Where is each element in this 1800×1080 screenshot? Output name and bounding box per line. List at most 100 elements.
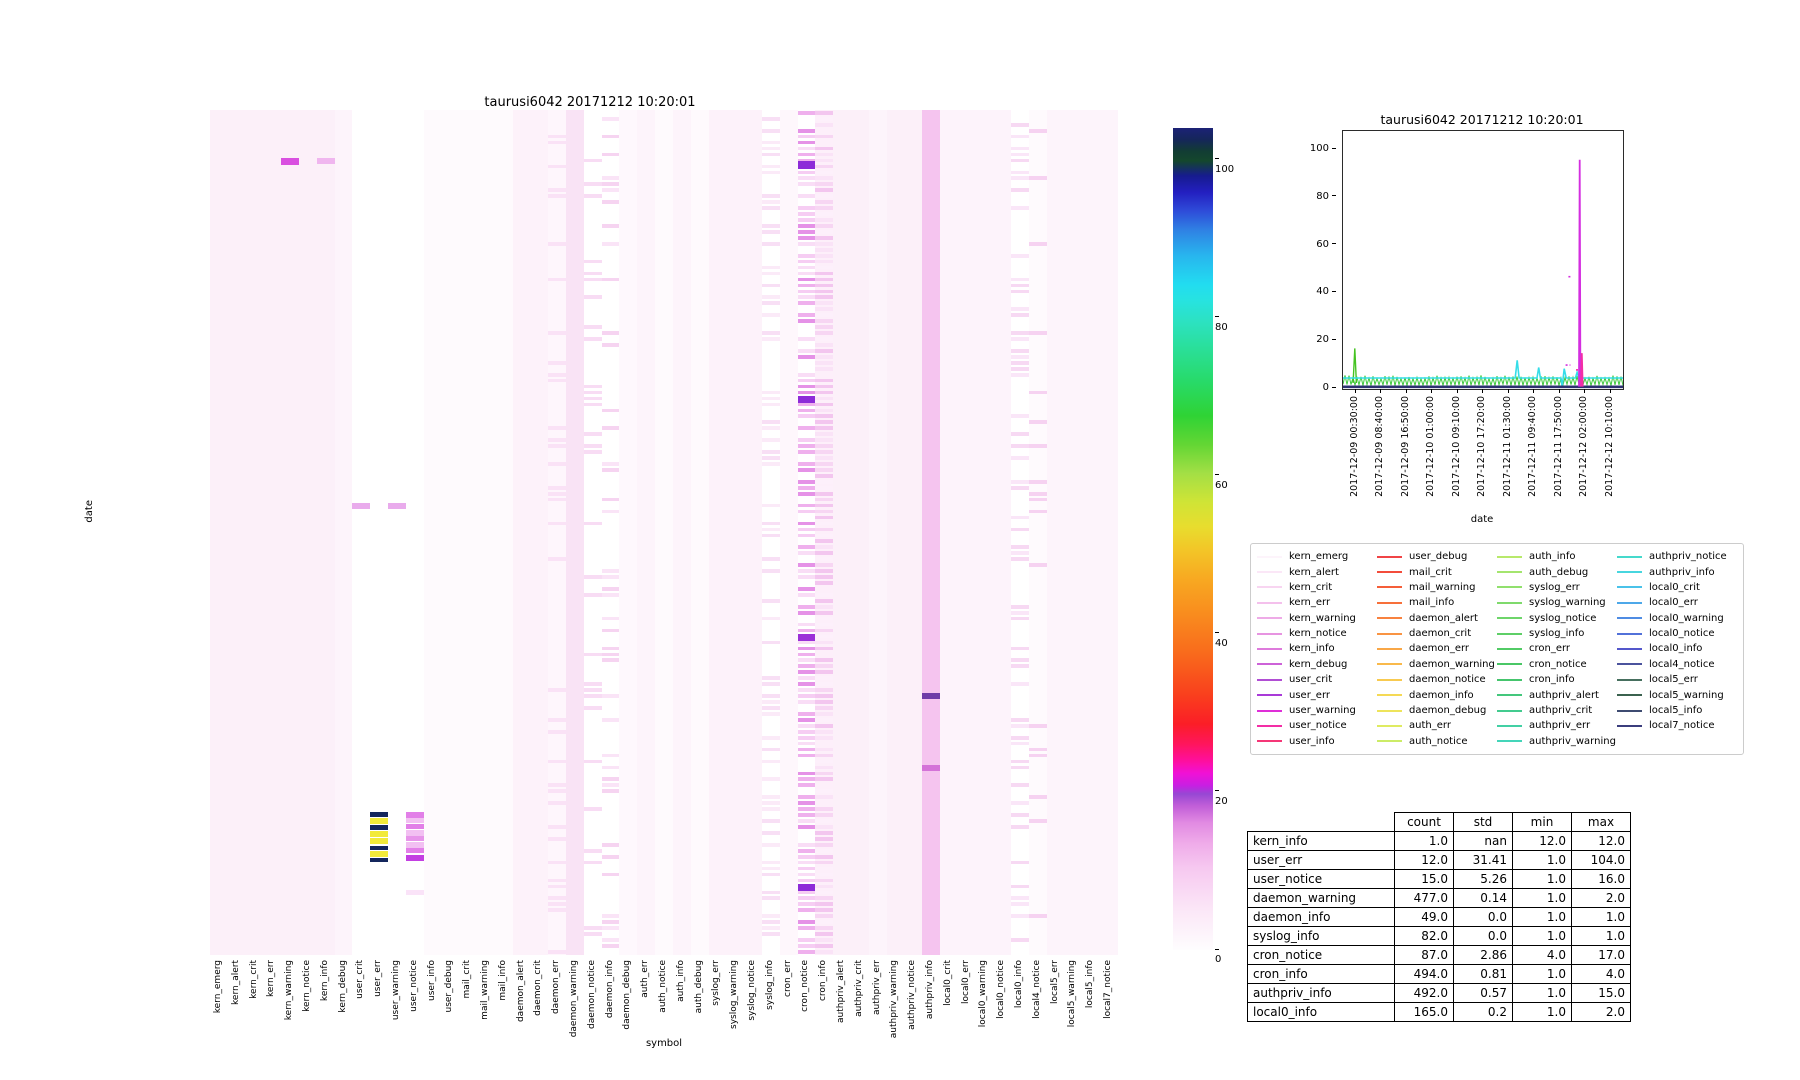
legend-label: authpriv_warning <box>1529 735 1616 747</box>
heatmap-dash <box>761 462 780 466</box>
heatmap-dash <box>761 521 780 526</box>
heatmap-dash <box>761 866 780 871</box>
heatmap-column-mail_warning <box>477 110 495 955</box>
heatmap-dash <box>583 384 602 389</box>
heatmap-feature <box>922 693 940 700</box>
heatmap-dash <box>601 134 620 139</box>
heatmap-dash <box>815 450 834 454</box>
table-value-cell: 49.0 <box>1394 907 1454 927</box>
heatmap-dash <box>1011 289 1029 294</box>
heatmap-dash <box>815 366 834 371</box>
heatmap-dash <box>601 789 620 794</box>
heatmap-dash <box>815 563 834 567</box>
heatmap-x-tick-label: local7_notice <box>1103 960 1114 1019</box>
heatmap-dash <box>1011 515 1029 520</box>
legend-entry: kern_emerg <box>1257 549 1377 564</box>
heatmap-dash <box>548 950 567 954</box>
legend-label: kern_emerg <box>1289 551 1349 563</box>
heatmap-dash <box>601 188 620 193</box>
table-value-cell: 4.0 <box>1512 945 1572 965</box>
heatmap-dash <box>815 848 834 853</box>
heatmap-column-daemon_warning <box>566 110 584 955</box>
heatmap-dash <box>815 664 834 669</box>
legend-label: local4_notice <box>1649 658 1715 670</box>
heatmap-column-daemon_err <box>548 110 567 955</box>
tick-mark <box>1332 147 1336 149</box>
heatmap-dash <box>601 182 620 187</box>
table-label-cell: syslog_info <box>1247 926 1395 946</box>
heatmap-dash <box>1011 158 1029 163</box>
heatmap-dash <box>815 497 834 502</box>
table-value-cell: 12.0 <box>1512 831 1572 851</box>
heatmap-dash <box>583 194 602 198</box>
heatmap-dash <box>1011 456 1029 460</box>
legend-swatch <box>1257 694 1282 697</box>
heatmap-x-tick-label: daemon_err <box>551 960 562 1015</box>
legend-label: user_info <box>1289 735 1335 747</box>
table-label-cell: cron_info <box>1247 964 1395 984</box>
heatmap-dash <box>815 158 834 163</box>
colorbar-tick-label: 80 <box>1215 313 1228 333</box>
heatmap-dash <box>815 634 834 639</box>
heatmap-dash <box>815 313 834 317</box>
legend-entry: user_crit <box>1257 672 1377 687</box>
heatmap-dash <box>815 842 834 847</box>
heatmap-dash <box>548 521 567 526</box>
legend-swatch <box>1617 601 1642 604</box>
heatmap-dash <box>761 420 780 425</box>
table-value-cell: 492.0 <box>1394 983 1454 1003</box>
timeseries-y-tick-label: 0 <box>1302 383 1336 393</box>
colorbar-tick-label: 40 <box>1215 629 1228 649</box>
heatmap-dash <box>583 521 602 526</box>
heatmap-dash <box>797 866 816 871</box>
heatmap-dash <box>815 628 834 633</box>
heatmap-dash <box>797 664 816 669</box>
heatmap-column-user_err <box>370 110 389 955</box>
heatmap-dash <box>761 890 780 895</box>
heatmap-dash <box>797 277 816 282</box>
heatmap-x-tick-label: authpriv_crit <box>853 960 864 1017</box>
heatmap-dash <box>815 712 834 716</box>
legend-label: daemon_debug <box>1409 705 1487 717</box>
heatmap-dash <box>601 652 620 657</box>
legend-swatch <box>1257 601 1282 604</box>
heatmap-dash <box>797 128 816 133</box>
table-value-cell: 1.0 <box>1512 888 1572 908</box>
table-value-cell: 494.0 <box>1394 964 1454 984</box>
heatmap-dash <box>548 729 567 734</box>
legend-entry: cron_err <box>1497 641 1617 656</box>
heatmap-dash <box>815 872 834 877</box>
heatmap-dash <box>797 468 816 472</box>
table-value-cell: 165.0 <box>1394 1002 1454 1022</box>
heatmap-dash <box>1028 753 1047 758</box>
legend-entry: user_notice <box>1257 718 1377 733</box>
heatmap-dash <box>815 230 834 234</box>
heatmap-feature <box>922 764 940 771</box>
heatmap-dash <box>815 622 834 627</box>
table-header-cell: max <box>1571 812 1631 832</box>
heatmap-dash <box>815 795 834 800</box>
heatmap-dash <box>815 521 834 526</box>
heatmap-dash <box>815 176 834 181</box>
heatmap-x-tick-label: kern_alert <box>230 960 241 1005</box>
heatmap-title: taurusi6042 20171212 10:20:01 <box>484 95 696 110</box>
heatmap-dash <box>797 241 816 246</box>
heatmap-dash <box>1011 527 1029 532</box>
heatmap-dash <box>797 271 816 276</box>
legend-entry: cron_notice <box>1497 657 1617 672</box>
heatmap-dash <box>815 914 834 919</box>
heatmap-dash <box>815 700 834 704</box>
heatmap-dash <box>815 593 834 597</box>
heatmap-dash <box>761 831 780 835</box>
legend-entry: kern_crit <box>1257 580 1377 595</box>
heatmap-dash <box>815 926 834 930</box>
heatmap-dash <box>797 372 816 377</box>
heatmap-column-auth_notice <box>655 110 673 955</box>
table-value-cell: 12.0 <box>1394 850 1454 870</box>
heatmap-dash <box>797 587 816 591</box>
heatmap-dash <box>797 640 816 645</box>
heatmap-dash <box>815 527 834 532</box>
table-value-cell: 5.26 <box>1453 869 1513 889</box>
heatmap-dash <box>815 729 834 734</box>
heatmap-dash <box>548 783 567 788</box>
